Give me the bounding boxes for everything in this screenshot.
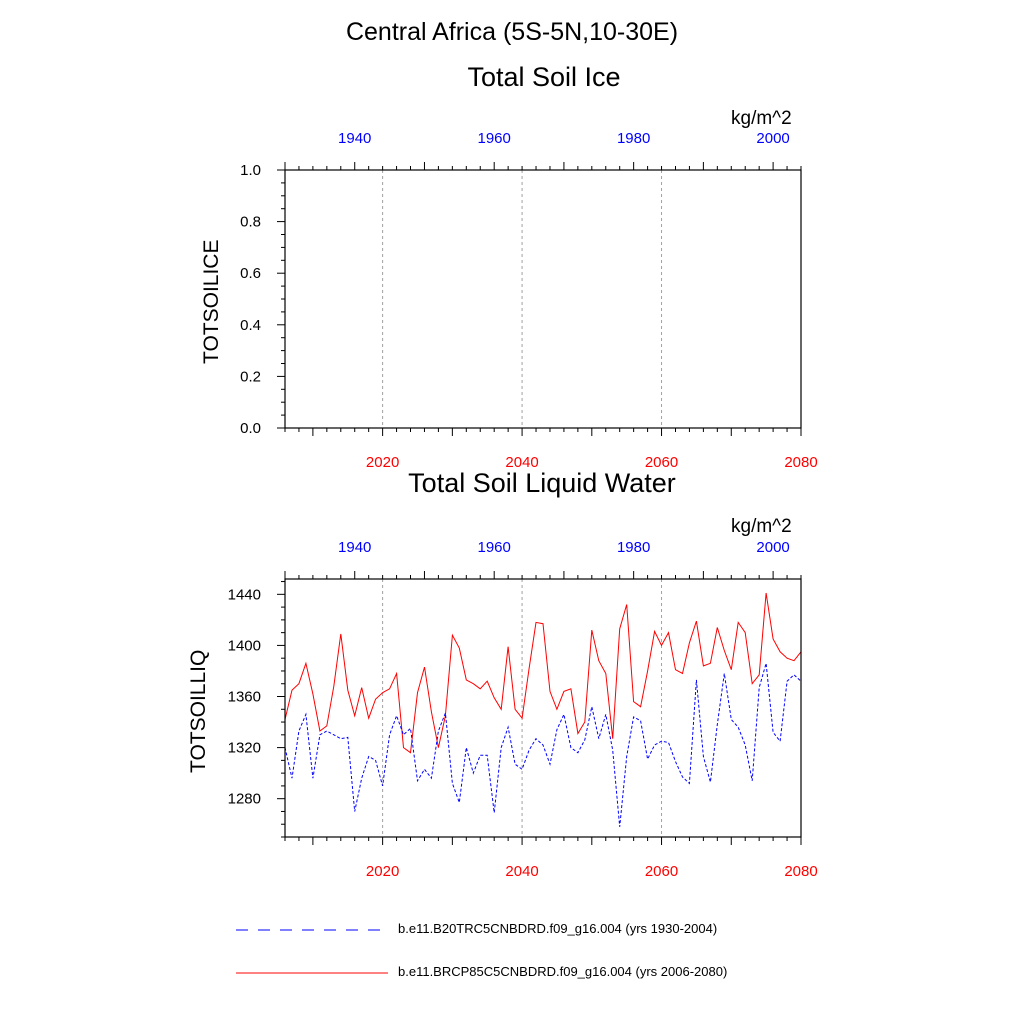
panel2-y-tick-label: 1280 [228, 791, 261, 808]
panel2-bottom-tick-label: 2020 [366, 863, 399, 880]
panel1-title: Total Soil Ice [467, 62, 621, 92]
panel1-bottom-tick-label: 2060 [645, 454, 678, 471]
panel1-bottom-tick-label: 2020 [366, 454, 399, 471]
panel2-bottom-tick-label: 2080 [784, 863, 817, 880]
panel1-frame [284, 169, 802, 429]
panel1-top-tick-label: 2000 [756, 130, 789, 147]
figure-title: Central Africa (5S-5N,10-30E) [345, 18, 679, 46]
panel2-series-hist-line [284, 663, 802, 827]
panel1-y-tick-label: 1.0 [240, 162, 261, 179]
legend-rcp-label: b.e11.BRCP85C5CNBDRD.f09_g16.004 (yrs 20… [398, 964, 728, 979]
panel1-top-tick-label: 1960 [478, 130, 511, 147]
panel1-y-tick-label: 0.0 [240, 420, 261, 437]
panel1-top-tick-label: 1940 [338, 130, 371, 147]
panel2-top-tick-label: 1940 [338, 539, 371, 556]
panel2-plot: 2020 2040 2060 2080 1940 1960 1980 2000 1280 1320… [228, 539, 818, 880]
panel1-bottom-tick-label: 2080 [784, 454, 817, 471]
panel1-y-tick-label: 0.2 [240, 368, 261, 385]
panel2-y-tick-label: 1360 [228, 689, 261, 706]
panel1-bottom-tick-label: 2040 [505, 454, 538, 471]
panel2-title: Total Soil Liquid Water [408, 468, 676, 498]
panel1-y-tick-label: 0.8 [240, 214, 261, 231]
panel1-y-tick-label: 0.6 [240, 265, 261, 282]
panel2-bottom-tick-label: 2040 [505, 863, 538, 880]
panel1-plot: 2020 2040 2060 2080 1940 1960 1980 2000 0.0 0.2 0.… [240, 130, 818, 471]
panel1-units: kg/m^2 [731, 108, 792, 129]
panel2-top-tick-label: 2000 [756, 539, 789, 556]
panel2-y-tick-label: 1400 [228, 637, 261, 654]
panel2-series-rcp-line [284, 592, 802, 754]
panel1-top-tick-label: 1980 [617, 130, 650, 147]
panel2-top-tick-label: 1980 [617, 539, 650, 556]
panel2-bottom-tick-label: 2060 [645, 863, 678, 880]
legend [236, 929, 388, 974]
legend-hist-label: b.e11.B20TRC5CNBDRD.f09_g16.004 (yrs 193… [398, 921, 718, 936]
panel2-y-tick-label: 1320 [228, 740, 261, 757]
panel2-y-tick-label: 1440 [228, 586, 261, 603]
panel2-top-tick-label: 1960 [478, 539, 511, 556]
panel2-frame [284, 578, 802, 838]
panel2-units: kg/m^2 [731, 516, 792, 537]
panel1-y-tick-label: 0.4 [240, 317, 261, 334]
